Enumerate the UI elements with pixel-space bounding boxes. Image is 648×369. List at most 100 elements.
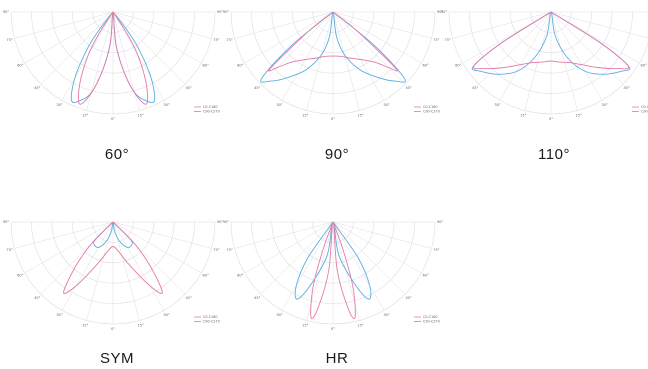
- grid-spoke: [332, 221, 406, 295]
- grid-spoke: [24, 11, 114, 64]
- angle-tick-label: 45°: [254, 296, 261, 300]
- grid-spoke: [260, 11, 334, 85]
- angle-tick-label: 90°: [3, 10, 10, 14]
- series-c0-c180: [472, 11, 630, 70]
- legend-label-c0: C0-C180: [641, 105, 648, 109]
- angle-tick-label: 30°: [163, 313, 170, 317]
- legend-label-c0: C0-C180: [423, 315, 438, 319]
- grid-spoke: [112, 221, 202, 274]
- angle-tick-label: 75°: [226, 38, 233, 42]
- grid-spoke: [40, 11, 114, 85]
- grid-spoke: [112, 11, 140, 111]
- angle-tick-label: 30°: [383, 103, 390, 107]
- angle-tick-label: 75°: [433, 38, 440, 42]
- polar-grid: [10, 221, 216, 325]
- legend-label-c0: C0-C180: [423, 105, 438, 109]
- angle-tick-label: 15°: [302, 324, 309, 328]
- polar-grid: [230, 221, 436, 325]
- angle-tick-label: 45°: [186, 86, 193, 90]
- angle-tick-label: 90°: [217, 220, 224, 224]
- angle-tick-label: 0°: [549, 117, 553, 121]
- angle-tick-label: 15°: [302, 114, 309, 118]
- panel-caption: HR: [325, 350, 349, 367]
- polar-grid: [448, 11, 648, 115]
- angle-tick-label: 30°: [601, 103, 608, 107]
- legend-label-c90: C90-C270: [203, 320, 220, 324]
- angle-tick-label: 45°: [472, 86, 479, 90]
- angle-tick-label: 60°: [237, 274, 244, 278]
- angle-tick-label: 0°: [331, 117, 335, 121]
- angle-tick-label: 30°: [383, 313, 390, 317]
- panel-caption: 110°: [538, 146, 570, 163]
- polar-panel-hr: 90° 75° 60° 45° 30° 15° 0° 15° 30° 45° 60° 75° 90° C0…: [223, 214, 445, 344]
- angle-tick-label: 90°: [437, 10, 444, 14]
- grid-spoke: [332, 11, 406, 85]
- angle-tick-label: 15°: [82, 324, 89, 328]
- angle-tick-label: 75°: [213, 248, 220, 252]
- angle-tick-label: 90°: [223, 220, 230, 224]
- polar-diagram-hr: 90° 75° 60° 45° 30° 15° 0° 15° 30° 45° 60° 75° 90° C0…: [223, 220, 444, 331]
- grid-spoke: [281, 221, 334, 311]
- angle-tick-label: 30°: [163, 103, 170, 107]
- grid-spoke: [260, 221, 334, 295]
- grid-spoke: [61, 221, 114, 311]
- grid-spoke: [550, 11, 603, 101]
- angle-tick-label: 30°: [276, 103, 283, 107]
- angle-tick-label: 90°: [437, 220, 444, 224]
- angle-tick-label: 60°: [203, 274, 210, 278]
- legend-label-c90: C90-C270: [203, 110, 220, 114]
- angle-tick-label: 90°: [3, 220, 10, 224]
- panel-caption: 60°: [104, 146, 130, 163]
- angle-tick-label: 60°: [17, 64, 24, 68]
- angle-tick-label: 75°: [6, 248, 13, 252]
- angle-tick-label: 15°: [138, 114, 145, 118]
- polar-diagram-90: 90° 75° 60° 45° 30° 15° 0° 15° 30° 45° 60° 75° 90° C0…: [223, 10, 444, 121]
- grid-spoke: [244, 221, 334, 274]
- series-c0-c180: [268, 11, 398, 72]
- grid-spoke: [24, 221, 114, 274]
- angle-tick-label: 60°: [455, 64, 462, 68]
- legend-label-c0: C0-C180: [203, 315, 218, 319]
- grid-spoke: [524, 11, 552, 111]
- angle-tick-label: 30°: [56, 103, 63, 107]
- polar-panel-sym: 90° 75° 60° 45° 30° 15° 0° 15° 30° 45° 60° 75° 90° C0…: [3, 214, 225, 344]
- grid-spoke: [234, 221, 334, 249]
- angle-tick-label: 0°: [331, 327, 335, 331]
- angle-tick-label: 0°: [111, 117, 115, 121]
- angle-tick-label: 45°: [406, 296, 413, 300]
- grid-spoke: [234, 11, 334, 39]
- grid-spoke: [112, 221, 212, 249]
- grid-spoke: [332, 221, 385, 311]
- grid-spoke: [112, 11, 186, 85]
- angle-tick-label: 30°: [276, 313, 283, 317]
- grid-spoke: [332, 11, 360, 111]
- grid-spoke: [332, 221, 422, 274]
- angle-tick-label: 60°: [203, 64, 210, 68]
- angle-tick-label: 45°: [34, 86, 41, 90]
- grid-spoke: [244, 11, 334, 64]
- angle-tick-label: 45°: [186, 296, 193, 300]
- series-c0-c180: [77, 11, 149, 105]
- grid-spoke: [14, 221, 114, 249]
- grid-spoke: [281, 11, 334, 101]
- panel-caption: 90°: [324, 146, 350, 163]
- grid-spoke: [452, 11, 552, 39]
- grid-spoke: [332, 11, 432, 39]
- panel-caption: SYM: [99, 350, 134, 367]
- angle-tick-label: 15°: [520, 114, 527, 118]
- angle-tick-label: 15°: [138, 324, 145, 328]
- polar-panel-90: 90° 75° 60° 45° 30° 15° 0° 15° 30° 45° 60° 75° 90° C0…: [223, 4, 445, 134]
- legend-label-c0: C0-C180: [203, 105, 218, 109]
- angle-tick-label: 15°: [576, 114, 583, 118]
- grid-spoke: [14, 11, 114, 39]
- grid-spoke: [86, 11, 114, 111]
- grid-spoke: [332, 11, 385, 101]
- polar-diagram-110: 90°75°60°45°30°15°0°15°30°45°60°75°90°C0…: [441, 10, 648, 121]
- grid-spoke: [499, 11, 552, 101]
- grid-spoke: [112, 221, 165, 311]
- grid-spoke: [306, 11, 334, 111]
- angle-tick-label: 75°: [444, 38, 451, 42]
- angle-tick-label: 75°: [433, 248, 440, 252]
- angle-tick-label: 45°: [624, 86, 631, 90]
- angle-tick-label: 30°: [494, 103, 501, 107]
